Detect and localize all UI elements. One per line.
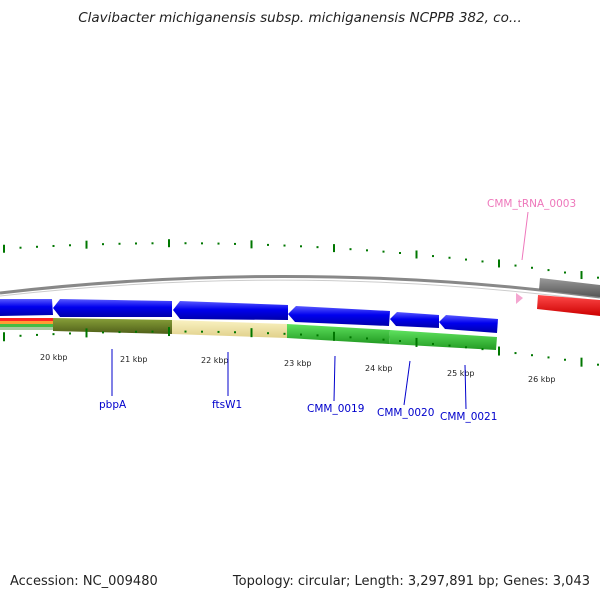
- cds-feature: [53, 299, 172, 317]
- gene-label-trna: CMM_tRNA_0003: [487, 198, 576, 210]
- gc-tick-track-inner: [3, 327, 599, 367]
- gene-labels: pbpA ftsW1 CMM_0019 CMM_0020 CMM_0021 CM…: [99, 198, 576, 423]
- cds-feature: [0, 299, 53, 316]
- cds-feature: [173, 301, 288, 320]
- gc-tick-track-outer: [3, 239, 599, 280]
- trna-feature-block: [516, 278, 600, 316]
- ruler: 20 kbp 21 kbp 22 kbp 23 kbp 24 kbp 25 kb…: [40, 353, 556, 384]
- gene-label-cmm0020: CMM_0020: [377, 407, 434, 419]
- cog-band-green: [287, 324, 390, 344]
- cds-feature: [288, 306, 390, 326]
- cog-band-green: [389, 330, 497, 350]
- trna-arrow-marker: [516, 293, 523, 304]
- cog-band-olive: [53, 318, 172, 334]
- cog-track: [0, 318, 497, 350]
- backbone: [0, 274, 600, 302]
- ruler-label: 22 kbp: [201, 356, 229, 365]
- ruler-label: 23 kbp: [284, 359, 312, 368]
- ruler-label: 26 kbp: [528, 375, 556, 384]
- gene-label-pbpA: pbpA: [99, 399, 127, 411]
- ruler-label: 25 kbp: [447, 369, 475, 378]
- gene-label-cmm0019: CMM_0019: [307, 403, 364, 415]
- ruler-label: 20 kbp: [40, 353, 68, 362]
- gene-label-cmm0021: CMM_0021: [440, 411, 497, 423]
- cds-track: [0, 299, 498, 333]
- genome-summary: Topology: circular; Length: 3,297,891 bp…: [232, 574, 590, 589]
- gene-label-ftsW1: ftsW1: [212, 399, 242, 411]
- cds-feature: [390, 312, 439, 328]
- cds-feature: [439, 315, 498, 333]
- gene-leaders: [111, 211, 529, 410]
- map-title: Clavibacter michiganensis subsp. michiga…: [78, 10, 522, 26]
- cog-band-yellow: [172, 320, 287, 338]
- ruler-label: 21 kbp: [120, 355, 148, 364]
- accession-label: Accession: NC_009480: [10, 574, 158, 589]
- ruler-label: 24 kbp: [365, 364, 393, 373]
